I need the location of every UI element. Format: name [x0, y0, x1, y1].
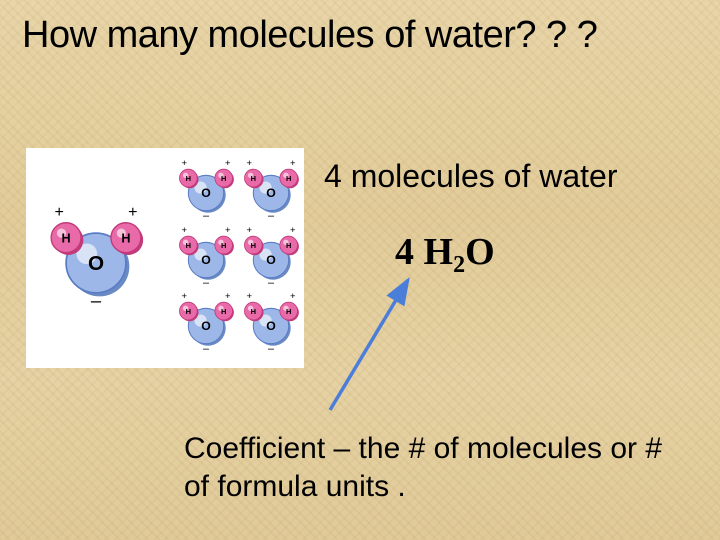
answer-text: 4 molecules of water: [324, 158, 617, 195]
svg-text:–: –: [203, 277, 210, 289]
svg-text:O: O: [88, 252, 104, 275]
svg-text:+: +: [54, 203, 63, 221]
svg-text:H: H: [251, 307, 256, 316]
svg-text:+: +: [225, 158, 231, 169]
subscript-2: 2: [453, 252, 465, 278]
svg-text:+: +: [181, 291, 187, 302]
svg-text:O: O: [201, 253, 211, 267]
svg-text:O: O: [266, 253, 276, 267]
svg-text:H: H: [221, 241, 226, 250]
svg-text:O: O: [266, 319, 276, 333]
slide-title: How many molecules of water? ? ?: [22, 14, 698, 57]
water-molecule-diagram: O H H + + – O H H + + – O H H + + – O H H + + – O H H + + – O H H + + – O H H +…: [26, 148, 304, 368]
svg-text:H: H: [221, 174, 226, 183]
svg-text:O: O: [266, 186, 276, 200]
chemical-formula: 4 H2O: [395, 230, 495, 279]
pointer-arrow: [300, 270, 460, 420]
svg-text:H: H: [251, 241, 256, 250]
svg-text:–: –: [268, 343, 275, 355]
svg-text:+: +: [290, 291, 296, 302]
svg-text:–: –: [268, 210, 275, 222]
slide-content: How many molecules of water? ? ? OHH++–O…: [0, 0, 720, 540]
svg-text:+: +: [290, 158, 296, 169]
coefficient: 4: [395, 231, 414, 273]
svg-text:–: –: [203, 343, 210, 355]
svg-text:–: –: [91, 290, 102, 311]
element-h: H: [424, 231, 454, 273]
svg-text:–: –: [203, 210, 210, 222]
svg-text:H: H: [251, 174, 256, 183]
svg-text:H: H: [186, 174, 191, 183]
svg-text:H: H: [286, 241, 291, 250]
svg-text:O: O: [201, 319, 211, 333]
svg-text:+: +: [128, 203, 137, 221]
svg-text:H: H: [62, 231, 71, 245]
svg-text:+: +: [181, 225, 187, 236]
svg-text:H: H: [186, 307, 191, 316]
svg-text:H: H: [286, 174, 291, 183]
svg-text:H: H: [186, 241, 191, 250]
svg-text:H: H: [221, 307, 226, 316]
svg-text:H: H: [286, 307, 291, 316]
svg-text:+: +: [225, 291, 231, 302]
svg-text:+: +: [246, 291, 252, 302]
svg-text:–: –: [268, 277, 275, 289]
svg-text:O: O: [201, 186, 211, 200]
coefficient-definition: Coefficient – the # of molecules or # of…: [184, 430, 680, 505]
svg-text:H: H: [121, 231, 130, 245]
svg-text:+: +: [290, 225, 296, 236]
svg-text:+: +: [181, 158, 187, 169]
svg-text:+: +: [246, 225, 252, 236]
element-o: O: [465, 231, 495, 273]
svg-text:+: +: [246, 158, 252, 169]
svg-text:+: +: [225, 225, 231, 236]
